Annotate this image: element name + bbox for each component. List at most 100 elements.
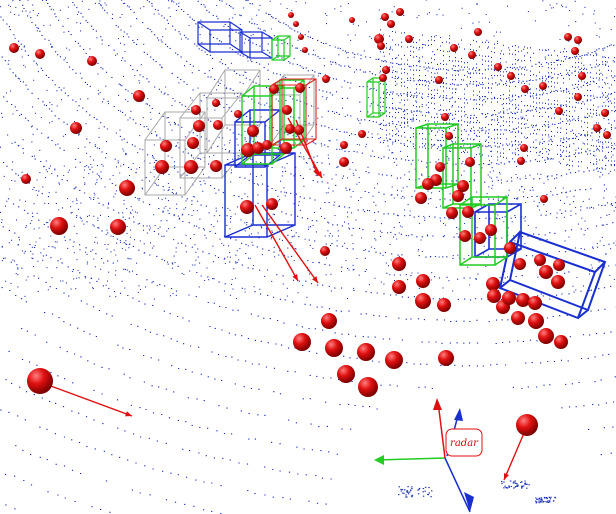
blue-box xyxy=(224,152,296,238)
velocity-arrow xyxy=(254,204,299,282)
radar-detection xyxy=(288,12,294,18)
radar-detection xyxy=(521,85,529,93)
radar-detection xyxy=(415,293,431,309)
radar-detection xyxy=(534,254,546,266)
radar-detection xyxy=(564,33,572,41)
radar-detection xyxy=(240,200,254,214)
velocity-arrows xyxy=(39,117,528,481)
radar-detection xyxy=(438,350,454,366)
axis-y-up-arrowhead xyxy=(454,408,463,421)
radar-detection xyxy=(337,365,355,383)
axis-x-line xyxy=(377,457,446,461)
radar-detection xyxy=(266,198,278,210)
radar-detection xyxy=(133,90,145,102)
radar-detection xyxy=(193,120,205,132)
radar-detection xyxy=(358,377,378,397)
radar-detection xyxy=(437,298,451,312)
radar-detection xyxy=(269,84,279,94)
radar-detection xyxy=(35,49,45,59)
radar-detection xyxy=(474,232,486,244)
radar-detection xyxy=(538,328,554,344)
radar-detection xyxy=(293,21,299,27)
radar-detection xyxy=(528,296,542,310)
radar-detection xyxy=(320,246,330,256)
radar-detection xyxy=(422,178,434,190)
green-box xyxy=(271,35,291,61)
radar-detection xyxy=(298,34,304,40)
radar-detection xyxy=(210,160,222,172)
radar-detection xyxy=(539,82,547,90)
velocity-arrowhead xyxy=(312,276,318,283)
radar-detection xyxy=(554,335,568,349)
velocity-arrowhead xyxy=(292,274,298,281)
velocity-arrowhead xyxy=(313,169,319,176)
radar-detection xyxy=(357,343,375,361)
gray-box xyxy=(206,69,261,154)
radar-detection xyxy=(187,137,199,149)
radar-detection xyxy=(571,47,579,55)
radar-detection xyxy=(285,124,295,134)
radar-label-box xyxy=(445,428,483,457)
radar-detection xyxy=(520,144,528,152)
radar-detection xyxy=(462,206,474,218)
radar-detection xyxy=(452,190,464,202)
radar-detection xyxy=(392,257,406,271)
radar-detection xyxy=(593,124,601,132)
radar-detection xyxy=(603,131,611,139)
radar-detection xyxy=(468,51,476,59)
velocity-arrow xyxy=(39,381,133,417)
radar-detection xyxy=(377,42,385,50)
radar-detection xyxy=(551,275,565,289)
radar-detection xyxy=(574,36,582,44)
velocity-arrow xyxy=(261,204,319,284)
radar-detection xyxy=(511,311,525,325)
sensor-origin: radar xyxy=(374,398,483,513)
radar-detection xyxy=(252,142,264,154)
radar-detection xyxy=(247,125,259,137)
radar-detection xyxy=(381,13,389,21)
radar-detection xyxy=(504,242,516,254)
radar-detection xyxy=(119,180,135,196)
radar-detection xyxy=(435,76,443,84)
radar-detection xyxy=(374,34,384,44)
radar-detection xyxy=(507,72,515,80)
radar-detection xyxy=(459,230,471,242)
radar-detection xyxy=(387,20,395,28)
radar-detection xyxy=(321,313,337,329)
green-box xyxy=(366,77,386,118)
radar-detection xyxy=(553,259,565,271)
radar-detection xyxy=(21,174,31,184)
axis-z-arrowhead xyxy=(433,398,442,410)
radar-detection xyxy=(280,142,292,154)
radar-detection xyxy=(87,56,97,66)
radar-detection xyxy=(441,113,449,121)
radar-detection xyxy=(282,105,292,115)
radar-detection xyxy=(540,195,548,203)
radar-detection xyxy=(293,333,311,351)
radar-detection xyxy=(392,280,406,294)
radar-detection xyxy=(50,217,68,235)
radar-label: radar xyxy=(450,438,479,449)
radar-detection xyxy=(9,43,19,53)
radar-detection xyxy=(191,105,201,115)
radar-detection xyxy=(474,28,482,36)
radar-detection xyxy=(325,339,343,357)
axis-y-arrowhead xyxy=(464,492,474,512)
radar-detection xyxy=(302,47,308,53)
radar-detection xyxy=(234,110,242,118)
radar-detection xyxy=(516,414,538,436)
radar-detections xyxy=(9,8,611,436)
radar-detection xyxy=(241,143,255,157)
axis-x-arrowhead xyxy=(374,455,384,465)
radar-detection xyxy=(601,109,609,117)
radar-detection xyxy=(528,313,544,329)
radar-detection xyxy=(517,157,525,165)
radar-detection xyxy=(494,63,502,71)
radar-detection xyxy=(574,93,582,101)
radar-detection xyxy=(415,192,427,204)
radar-detection xyxy=(539,265,553,279)
radar-detection xyxy=(502,291,516,305)
green-box xyxy=(459,196,508,266)
